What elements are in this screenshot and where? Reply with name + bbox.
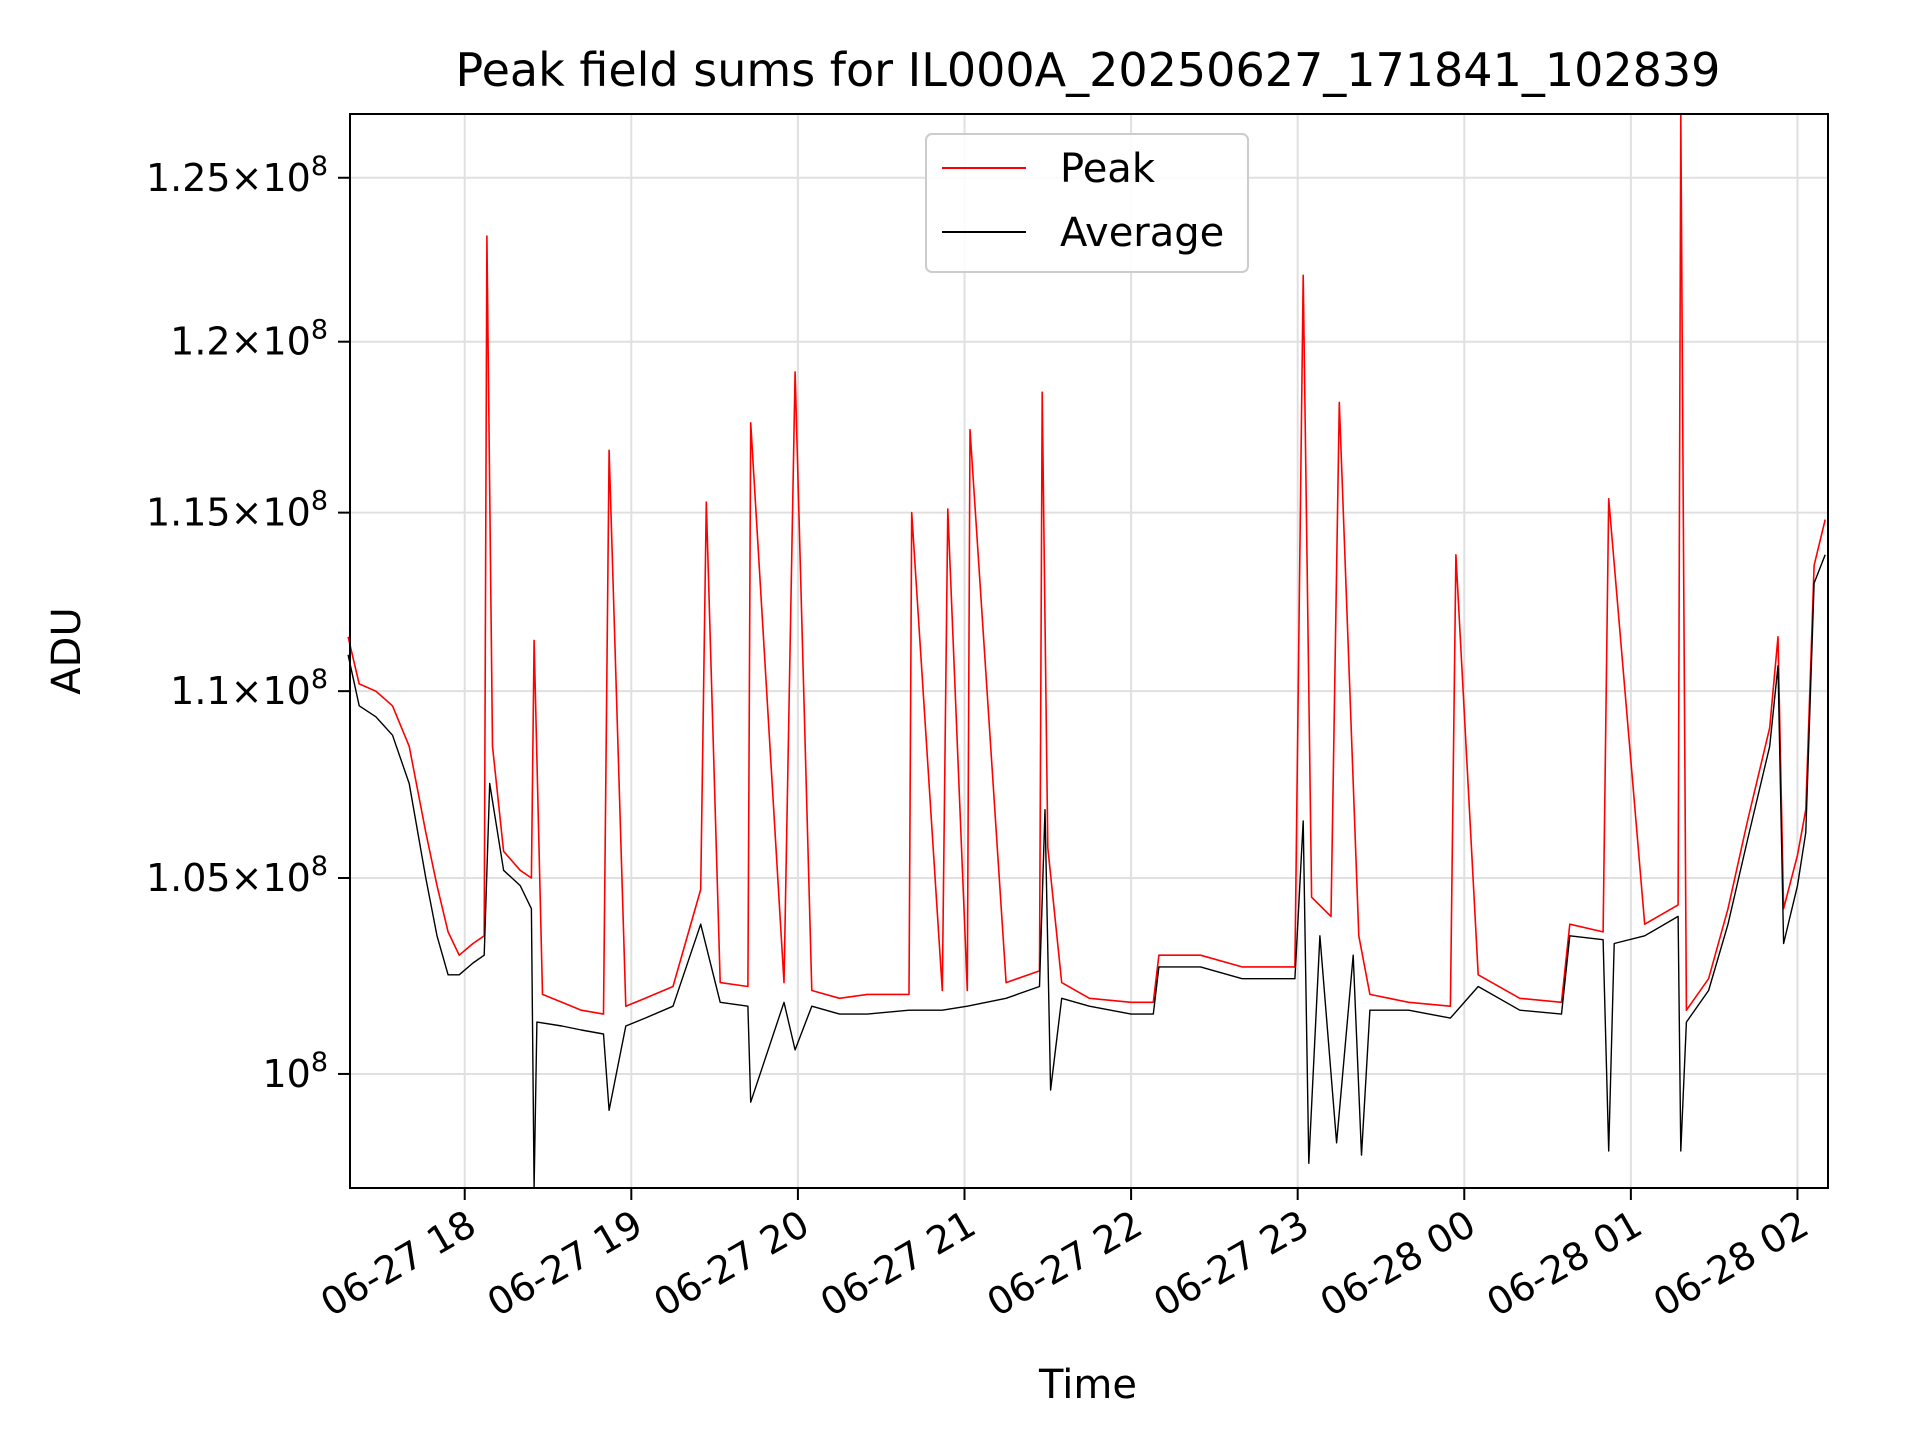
y-tick-label: 108 [262, 1047, 328, 1096]
series-line-average [347, 554, 1826, 1189]
legend-average-label: Average [1060, 210, 1224, 256]
y-tick-label: 1.05×108 [146, 851, 328, 900]
y-tick-label: 1.1×108 [170, 664, 328, 713]
y-axis-label: ADU [44, 607, 90, 694]
series-line-peak [347, 113, 1826, 1015]
x-axis-label: Time [1038, 1362, 1137, 1408]
legend-peak-label: Peak [1060, 146, 1156, 192]
plot-frame [349, 113, 1829, 1189]
y-axis-ticks: 108 1.05×108 1.1×108 1.15×108 1.2×108 1.25×10… [146, 151, 350, 1096]
y-tick-label: 1.15×108 [146, 486, 328, 535]
y-tick-label: 1.25×108 [146, 151, 328, 200]
y-tick-label: 1.2×108 [170, 315, 328, 364]
legend: Peak Average [925, 133, 1249, 273]
series-lines [347, 113, 1826, 1189]
chart-title: Peak field sums for IL000A_20250627_1718… [456, 43, 1721, 97]
